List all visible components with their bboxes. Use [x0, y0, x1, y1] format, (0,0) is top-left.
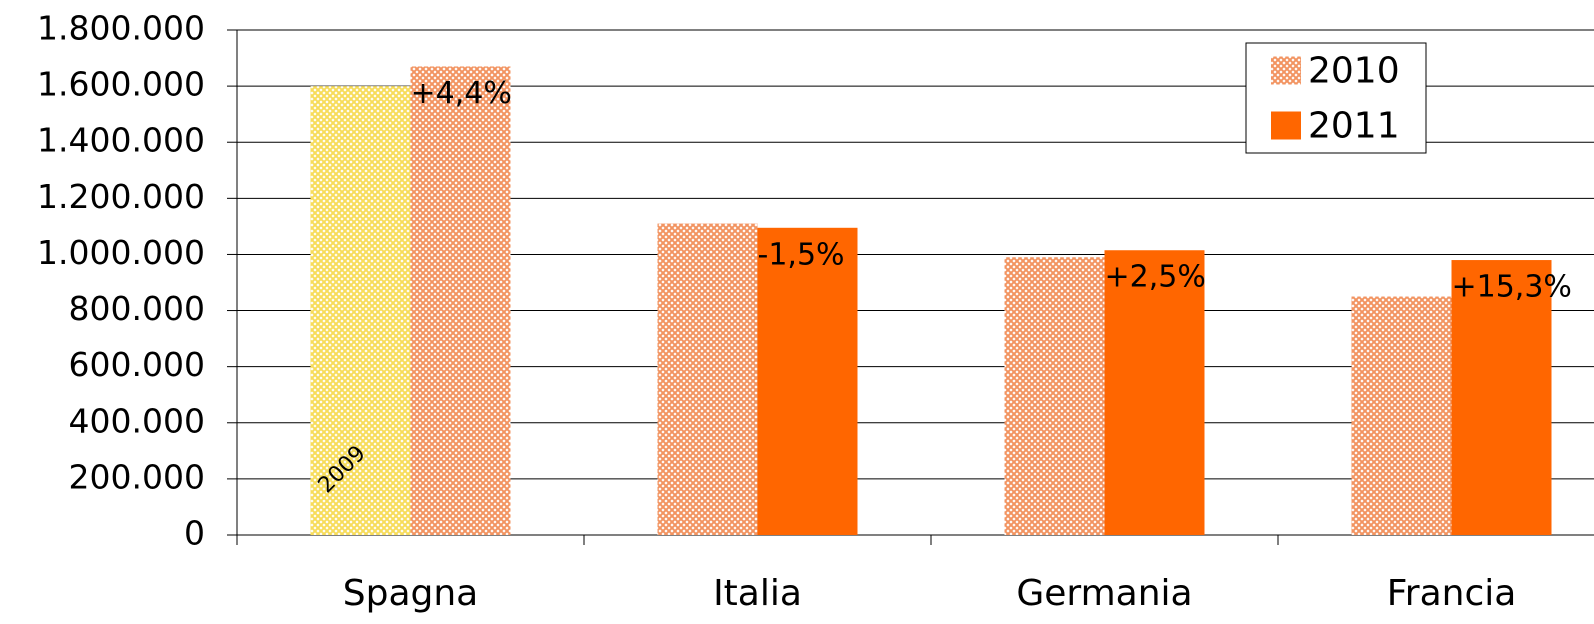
y-tick-label: 800.000	[69, 289, 205, 328]
change-label: +15,3%	[1452, 270, 1572, 305]
y-tick-label: 1.000.000	[37, 233, 205, 272]
legend-swatch	[1271, 111, 1301, 140]
bar	[410, 66, 511, 535]
x-tick-label: Italia	[713, 573, 802, 614]
bar	[1104, 250, 1205, 535]
bar	[1004, 257, 1105, 535]
y-tick-label: 0	[184, 514, 205, 553]
y-tick-label: 1.800.000	[37, 9, 205, 48]
x-tick-label: Germania	[1016, 573, 1192, 614]
bar	[310, 86, 411, 535]
legend-swatch	[1271, 56, 1301, 85]
x-tick-label: Spagna	[343, 573, 479, 614]
change-label: -1,5%	[758, 237, 845, 272]
y-tick-label: 200.000	[69, 457, 205, 496]
bar	[757, 227, 858, 535]
change-label: +4,4%	[411, 76, 512, 111]
bar	[1451, 260, 1552, 535]
bar	[657, 223, 758, 536]
y-tick-label: 1.400.000	[37, 121, 205, 160]
y-tick-label: 400.000	[69, 401, 205, 440]
change-label: +2,5%	[1105, 260, 1206, 295]
legend-label: 2010	[1308, 51, 1400, 92]
x-tick-label: Francia	[1387, 573, 1517, 614]
y-tick-label: 1.200.000	[37, 177, 205, 216]
legend-label: 2011	[1308, 106, 1400, 147]
y-tick-label: 600.000	[69, 345, 205, 384]
bar	[1351, 296, 1452, 535]
y-tick-label: 1.600.000	[37, 65, 205, 104]
